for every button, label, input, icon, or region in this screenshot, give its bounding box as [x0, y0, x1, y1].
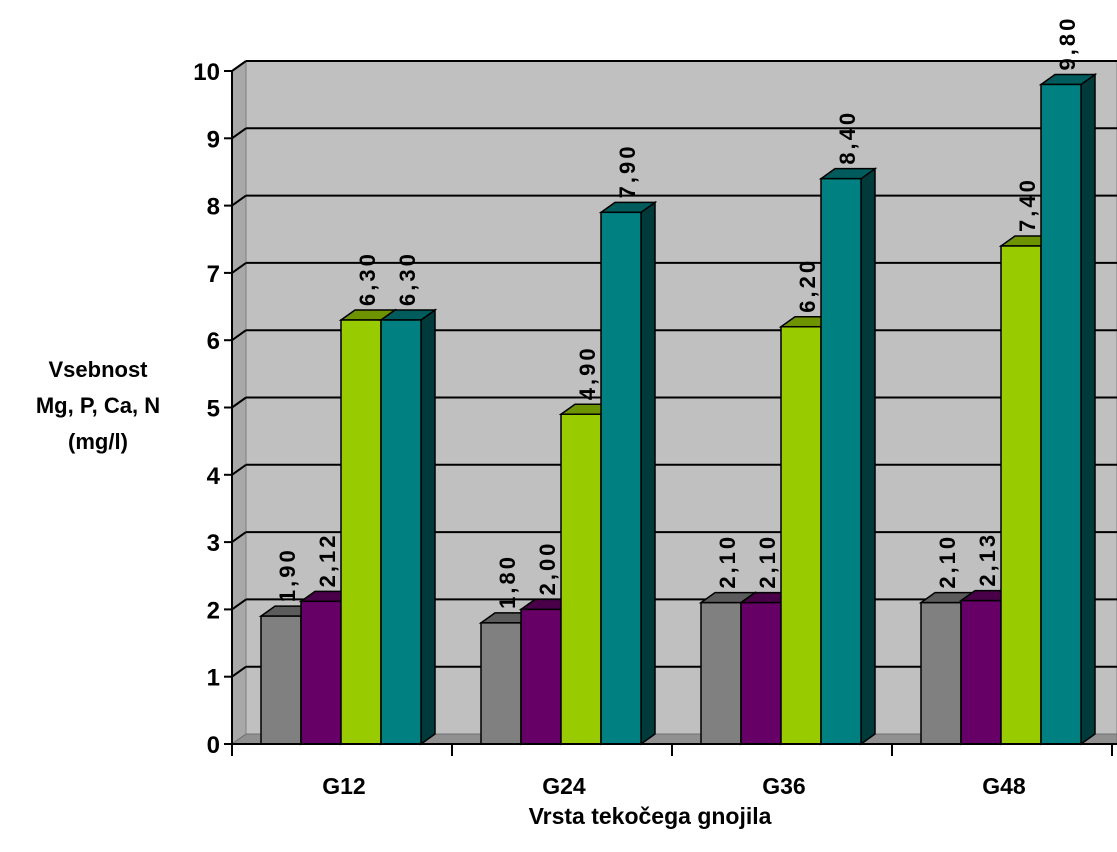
bar-front [340, 319, 382, 745]
y-tick-label: 8 [207, 194, 220, 221]
data-label: 1,80 [495, 554, 520, 609]
bar [378, 308, 438, 746]
gridline-side [231, 665, 247, 678]
y-axis-label-line-2: Mg, P, Ca, N [35, 393, 161, 418]
gridline-side [231, 127, 247, 140]
bar-front [380, 319, 422, 745]
data-label: 1,90 [275, 547, 300, 602]
data-label: 2,10 [755, 534, 780, 589]
bar-front [700, 601, 742, 745]
y-tick-label: 6 [207, 328, 220, 355]
gridline-side [231, 194, 247, 207]
gridline-side [231, 598, 247, 611]
data-label: 4,90 [575, 345, 600, 400]
data-label: 6,30 [395, 251, 420, 306]
bar-front [560, 413, 602, 745]
data-label: 6,20 [795, 258, 820, 313]
gridline-side [231, 531, 247, 543]
x-tick-label: G36 [762, 773, 805, 799]
gridline-side [231, 329, 247, 342]
bar [818, 167, 878, 746]
bar-front [1040, 83, 1082, 745]
y-axis-label-line-1: Vsebnost [48, 357, 148, 382]
bar-front [300, 600, 342, 745]
bar-side [640, 200, 656, 746]
y-tick-label: 9 [207, 126, 220, 153]
axes: 0 1 2 3 4 5 6 7 8 9 10 G12 G24 G36 G48 [193, 59, 1117, 799]
bar-front [260, 615, 302, 745]
y-axis-label-line-3: (mg/l) [68, 429, 128, 454]
data-label: 9,80 [1055, 16, 1080, 71]
data-label: 2,10 [935, 534, 960, 589]
bar-side [860, 167, 876, 746]
bar [1038, 73, 1098, 746]
x-axis-label: Vrsta tekočega gnojila [528, 803, 772, 829]
bar-front [600, 211, 642, 745]
y-tick-label: 0 [207, 732, 220, 759]
gridline-side [231, 262, 247, 274]
y-tick-label: 4 [207, 463, 221, 490]
data-label: 2,12 [315, 532, 340, 587]
gridline-side [231, 396, 247, 409]
x-tick-label: G24 [542, 773, 586, 799]
bar-front [960, 599, 1002, 745]
data-label: 7,90 [615, 144, 640, 199]
bar-front [820, 177, 862, 745]
gridline-side [231, 463, 247, 476]
data-label: 2,13 [975, 532, 1000, 587]
data-label: 2,00 [535, 541, 560, 596]
bar [778, 315, 838, 746]
bar [598, 200, 658, 746]
data-label: 7,40 [1015, 177, 1040, 232]
bar-front [780, 325, 822, 745]
bar-front [520, 608, 562, 745]
y-tick-label: 2 [207, 597, 220, 624]
x-tick-label: G48 [982, 773, 1026, 799]
data-label: 2,10 [715, 534, 740, 589]
bar-front [920, 601, 962, 745]
y-tick-label: 7 [207, 261, 220, 288]
y-tick-label: 10 [193, 59, 220, 86]
bar-front [740, 601, 782, 745]
y-tick-label: 1 [207, 665, 220, 692]
bar-front [1000, 245, 1042, 745]
gridline-side [231, 60, 247, 72]
data-labels: 1,90 2,12 6,30 6,30 1,80 2,00 4,90 7,90 2,10 2,10… [275, 16, 1080, 609]
x-tick-label: G12 [322, 773, 365, 799]
bar-side [1080, 73, 1096, 746]
data-label: 8,40 [835, 110, 860, 165]
y-tick-label: 3 [207, 530, 220, 557]
y-tick-label: 5 [207, 396, 220, 423]
y-axis-label: Vsebnost Mg, P, Ca, N (mg/l) [10, 352, 186, 460]
bar-front [480, 622, 522, 745]
bars [258, 73, 1098, 746]
data-label: 6,30 [355, 251, 380, 306]
bar-side [420, 308, 436, 746]
